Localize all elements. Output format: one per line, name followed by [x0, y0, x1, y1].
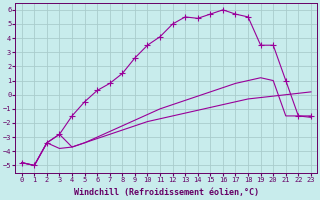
X-axis label: Windchill (Refroidissement éolien,°C): Windchill (Refroidissement éolien,°C)	[74, 188, 259, 197]
